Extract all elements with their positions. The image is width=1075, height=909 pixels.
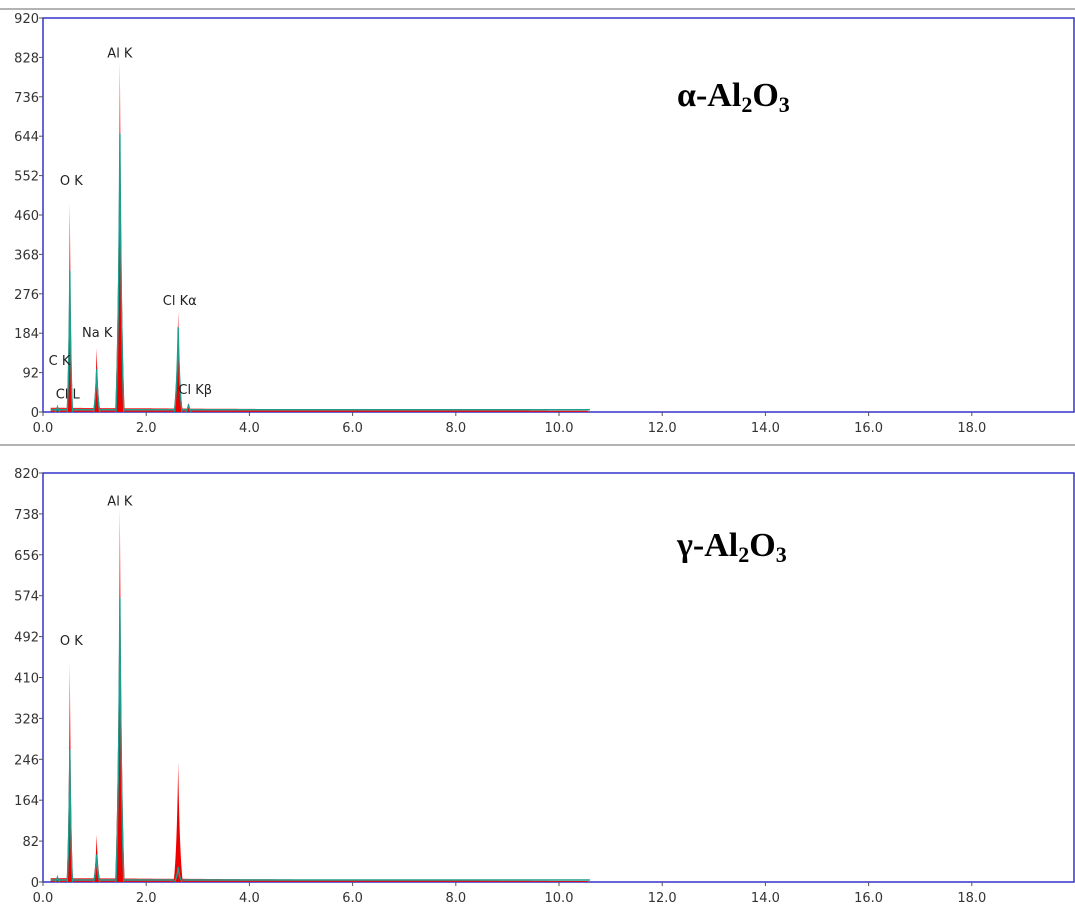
alpha-phase-title: α-Al2O3: [677, 77, 790, 117]
alpha-x-tick-label: 8.0: [445, 421, 466, 436]
alpha-y-tick-label: 460: [14, 209, 39, 224]
alpha-fit-peak: [173, 327, 183, 413]
alpha-y-tick-label: 368: [14, 248, 39, 263]
gamma-y-tick-label: 82: [22, 835, 39, 850]
gamma-title-sub1: 2: [738, 542, 749, 567]
gamma-y-tick-label: 0: [31, 876, 39, 891]
alpha-fit-peak: [185, 404, 192, 413]
gamma-peak-label: Al K: [107, 494, 133, 509]
gamma-y-tick-label: 328: [14, 712, 39, 727]
alpha-peak-label: Cl Kβ: [178, 383, 212, 398]
alpha-peak-label: Cl L: [56, 387, 81, 402]
alpha-x-tick-label: 14.0: [751, 421, 780, 436]
alpha-y-tick-label: 920: [14, 12, 39, 27]
alpha-peak-label: Cl Kα: [163, 294, 197, 309]
gamma-x-tick-label: 6.0: [342, 891, 363, 906]
alpha-spectrum-peak: [115, 60, 125, 413]
gamma-y-tick-label: 410: [14, 672, 39, 687]
alpha-y-tick-label: 828: [14, 51, 39, 66]
gamma-y-tick-label: 246: [14, 753, 39, 768]
alpha-peak-label: Al K: [107, 46, 133, 61]
alpha-x-tick-label: 2.0: [136, 421, 157, 436]
alpha-y-tick-label: 644: [14, 130, 39, 145]
alpha-title-sub1: 2: [741, 92, 752, 117]
gamma-title-prefix: γ-Al: [676, 527, 738, 564]
gamma-spectrum-peak: [173, 762, 183, 882]
alpha-peak-label: O K: [60, 174, 83, 189]
alpha-x-tick-label: 10.0: [545, 421, 574, 436]
alpha-x-tick-label: 6.0: [342, 421, 363, 436]
gamma-phase-title: γ-Al2O3: [676, 527, 787, 567]
alpha-peak-label: Na K: [82, 326, 113, 341]
alpha-fit-peak: [92, 369, 101, 413]
gamma-x-tick-label: 12.0: [648, 891, 677, 906]
gamma-fit-peak: [115, 597, 125, 883]
gamma-fit-peak: [66, 749, 74, 883]
alpha-peak-label: C K: [49, 354, 71, 369]
alpha-fit-peak: [66, 270, 74, 413]
gamma-x-tick-label: 16.0: [854, 891, 883, 906]
gamma-x-tick-label: 8.0: [445, 891, 466, 906]
alpha-x-tick-label: 18.0: [957, 421, 986, 436]
gamma-fit-peak: [173, 866, 183, 883]
alpha-x-tick-label: 0.0: [33, 421, 54, 436]
gamma-x-tick-label: 4.0: [239, 891, 260, 906]
alpha-title-sub2: 3: [779, 92, 790, 117]
gamma-y-tick-label: 492: [14, 631, 39, 646]
alpha-y-tick-label: 276: [14, 288, 39, 303]
alpha-x-tick-label: 16.0: [854, 421, 883, 436]
gamma-spectrum-panel: γ-Al2O3 0 82 164 246 328 410 492 574 656 738 820 0.…: [14, 467, 1075, 906]
alpha-x-tick-label: 12.0: [648, 421, 677, 436]
alpha-spectrum-panel: α-Al2O3 0 92 184 276 368 460 552 644 736 828 920 0.…: [14, 12, 1075, 436]
gamma-fit-peak: [54, 876, 61, 883]
alpha-y-tick-label: 0: [31, 406, 39, 421]
gamma-y-tick-label: 820: [14, 467, 39, 482]
gamma-y-tick-label: 164: [14, 794, 39, 809]
alpha-title-prefix: α-Al: [677, 77, 741, 114]
gamma-title-mid: O: [749, 527, 775, 564]
gamma-peak-label: O K: [60, 634, 83, 649]
gamma-x-tick-label: 14.0: [751, 891, 780, 906]
gamma-x-tick-label: 2.0: [136, 891, 157, 906]
gamma-title-sub2: 3: [776, 542, 787, 567]
gamma-plot-frame: [42, 472, 1075, 883]
alpha-y-tick-label: 92: [22, 367, 39, 382]
gamma-y-tick-label: 574: [14, 590, 39, 605]
gamma-x-tick-label: 0.0: [33, 891, 54, 906]
alpha-x-tick-label: 4.0: [239, 421, 260, 436]
alpha-plot-frame: [42, 17, 1075, 413]
gamma-fit-peak: [92, 854, 101, 883]
alpha-y-tick-label: 552: [14, 170, 39, 185]
alpha-fit-peak: [115, 133, 125, 413]
alpha-title-mid: O: [752, 77, 778, 114]
alpha-y-tick-label: 184: [14, 327, 39, 342]
gamma-y-tick-label: 738: [14, 508, 39, 523]
alpha-y-tick-label: 736: [14, 91, 39, 106]
gamma-x-tick-label: 18.0: [957, 891, 986, 906]
alpha-fit-peak: [54, 406, 61, 413]
gamma-x-tick-label: 10.0: [545, 891, 574, 906]
gamma-y-tick-label: 656: [14, 549, 39, 564]
